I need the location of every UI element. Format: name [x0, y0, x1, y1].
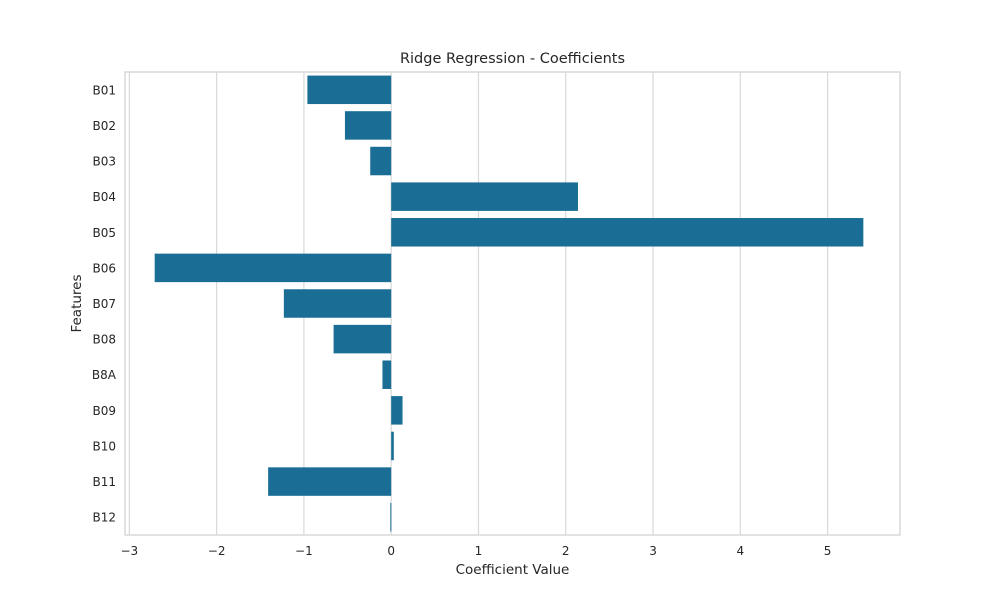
- bar-b07: [283, 289, 392, 318]
- bar-b01: [307, 75, 392, 105]
- y-tick-label: B10: [92, 439, 116, 453]
- x-tick-label: −1: [295, 544, 313, 558]
- y-tick-label: B07: [92, 297, 116, 311]
- y-tick-label: B09: [92, 404, 116, 418]
- chart-title: Ridge Regression - Coefficients: [400, 51, 625, 67]
- bar-b08: [333, 324, 392, 354]
- x-axis-label: Coefficient Value: [456, 562, 570, 578]
- bar-b8a: [382, 360, 392, 389]
- y-tick-label: B08: [92, 333, 116, 347]
- y-tick-label: B06: [92, 261, 116, 275]
- x-tick-label: 1: [475, 544, 483, 558]
- y-axis-ticks: B01 B02 B03 B04 B05 B06 B07 B08 B8A B09 B10 B11 B12: [92, 83, 117, 524]
- bar-b02: [344, 111, 392, 140]
- y-tick-label: B01: [92, 83, 116, 97]
- x-tick-label: 3: [649, 544, 657, 558]
- plot-frame: [124, 71, 901, 536]
- x-tick-label: 0: [387, 544, 395, 558]
- y-tick-label: B8A: [92, 368, 117, 382]
- y-tick-label: B05: [92, 226, 116, 240]
- x-tick-label: 2: [562, 544, 570, 558]
- bars: [154, 75, 864, 532]
- x-tick-label: 5: [824, 544, 832, 558]
- bar-b03: [370, 146, 392, 176]
- x-tick-label: −2: [208, 544, 226, 558]
- y-tick-label: B11: [92, 475, 116, 489]
- bar-b04: [391, 182, 578, 211]
- y-tick-label: B03: [92, 155, 116, 169]
- bar-b11: [268, 467, 392, 496]
- bar-b06: [154, 253, 392, 283]
- x-axis-ticks: −3 −2 −1 0 1 2 3 4 5: [121, 544, 832, 558]
- y-tick-label: B04: [92, 190, 116, 204]
- x-tick-label: 4: [736, 544, 744, 558]
- y-axis-label: Features: [69, 274, 85, 332]
- y-tick-label: B02: [92, 119, 116, 133]
- bar-b12: [390, 502, 392, 532]
- y-tick-label: B12: [92, 511, 116, 525]
- bar-b09: [391, 396, 403, 425]
- bar-b10: [391, 431, 394, 461]
- x-tick-label: −3: [121, 544, 139, 558]
- bar-b05: [391, 218, 864, 247]
